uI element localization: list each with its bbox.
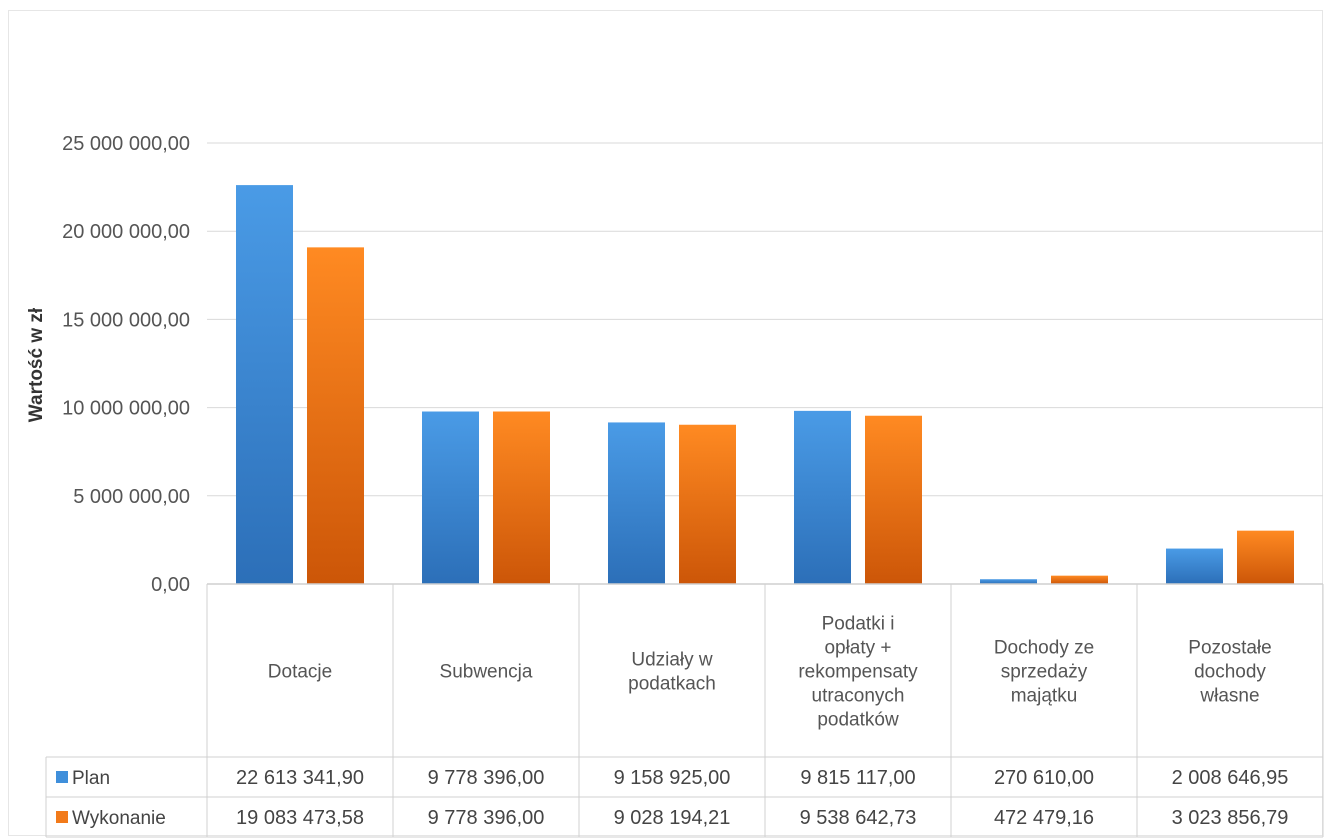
data-label-plan-5: 2 008 646,95 bbox=[1172, 767, 1289, 789]
data-label-wykonanie-2: 9 028 194,21 bbox=[614, 807, 731, 829]
y-tick-label: 10 000 000,00 bbox=[62, 398, 190, 420]
data-label-wykonanie-3: 9 538 642,73 bbox=[800, 807, 917, 829]
bar-wykonanie-4 bbox=[1051, 575, 1108, 584]
bar-wykonanie-5 bbox=[1237, 530, 1294, 584]
bar-plan-3 bbox=[794, 410, 851, 584]
y-axis-title: Wartość w zł bbox=[26, 307, 47, 422]
y-tick-label: 25 000 000,00 bbox=[62, 133, 190, 155]
bar-wykonanie-3 bbox=[865, 415, 922, 584]
data-label-wykonanie-1: 9 778 396,00 bbox=[428, 807, 545, 829]
y-tick-label: 15 000 000,00 bbox=[62, 309, 190, 331]
x-category-label: Podatki i opłaty + rekompensaty utraconych p… bbox=[798, 614, 918, 731]
y-tick-label: 5 000 000,00 bbox=[73, 486, 190, 508]
data-label-plan-2: 9 158 925,00 bbox=[614, 767, 731, 789]
data-label-wykonanie-4: 472 479,16 bbox=[994, 807, 1094, 829]
x-category-label: Udziały w podatkach bbox=[628, 650, 716, 695]
bar-wykonanie-1 bbox=[493, 411, 550, 584]
bar-plan-1 bbox=[422, 411, 479, 584]
bar-plan-5 bbox=[1166, 548, 1223, 584]
legend-label-plan: Plan bbox=[72, 768, 110, 789]
x-category-label: Subwencja bbox=[440, 662, 533, 683]
bar-plan-2 bbox=[608, 422, 665, 584]
legend-swatch-plan bbox=[56, 771, 68, 783]
chart-frame bbox=[8, 10, 1323, 836]
data-label-plan-0: 22 613 341,90 bbox=[236, 767, 364, 789]
bar-wykonanie-0 bbox=[307, 247, 364, 584]
data-label-wykonanie-0: 19 083 473,58 bbox=[236, 807, 364, 829]
y-tick-label: 0,00 bbox=[151, 574, 190, 596]
data-label-plan-3: 9 815 117,00 bbox=[800, 767, 915, 789]
x-category-label: Pozostałe dochody własne bbox=[1188, 638, 1271, 707]
x-category-label: Dochody ze sprzedaży majątku bbox=[994, 638, 1094, 707]
bar-plan-0 bbox=[236, 185, 293, 584]
x-category-label: Dotacje bbox=[268, 662, 332, 683]
y-tick-label: 20 000 000,00 bbox=[62, 221, 190, 243]
data-label-plan-4: 270 610,00 bbox=[994, 767, 1094, 789]
data-label-wykonanie-5: 3 023 856,79 bbox=[1172, 807, 1289, 829]
legend-swatch-wykonanie bbox=[56, 811, 68, 823]
data-label-plan-1: 9 778 396,00 bbox=[428, 767, 545, 789]
legend-label-wykonanie: Wykonanie bbox=[72, 808, 166, 829]
bar-wykonanie-2 bbox=[679, 424, 736, 584]
bar-plan-4 bbox=[980, 579, 1037, 584]
